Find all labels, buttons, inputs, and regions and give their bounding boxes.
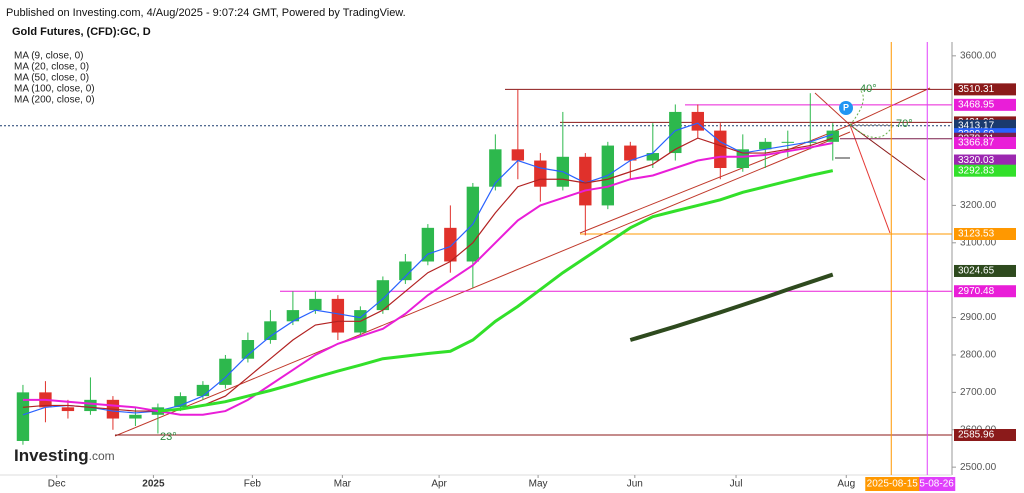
price-label: 3510.31 — [958, 84, 995, 95]
candle-body — [399, 261, 412, 281]
y-tick-label: 2700.00 — [960, 387, 997, 398]
pattern-badge-label: P — [843, 102, 849, 112]
angle-arc — [849, 124, 894, 138]
price-label: 2585.96 — [958, 430, 995, 441]
legend-entry: MA (9, close, 0) — [14, 51, 83, 62]
candle-body — [309, 298, 322, 311]
y-tick-label: 3600.00 — [960, 50, 997, 61]
x-tick-label: Jun — [627, 479, 643, 490]
x-tick-label: Dec — [48, 479, 66, 490]
legend-entry: MA (200, close, 0) — [14, 95, 95, 106]
angle-label: 23° — [160, 431, 177, 443]
price-label: 3123.53 — [958, 229, 995, 240]
date-marker-label: 2025-08-15 — [867, 479, 919, 490]
angle-arc — [849, 89, 864, 126]
fan-line — [814, 92, 851, 126]
y-tick-label: 2900.00 — [960, 312, 997, 323]
candle-body — [84, 399, 97, 412]
x-tick-label: 2025 — [142, 479, 165, 490]
y-tick-label: 2800.00 — [960, 350, 997, 361]
candle-body — [781, 141, 794, 143]
legend-entry: MA (100, close, 0) — [14, 84, 95, 95]
candle-body — [16, 392, 30, 441]
x-tick-label: May — [529, 479, 548, 490]
price-label-box — [954, 264, 1016, 277]
price-label-box — [954, 285, 1016, 298]
angle-label: 40° — [860, 83, 877, 95]
candle-body — [691, 111, 704, 131]
price-label: 2970.48 — [958, 286, 995, 297]
candle-body — [264, 321, 277, 341]
candle-body — [736, 149, 749, 169]
angle-label: 70° — [896, 118, 913, 130]
price-label: 3366.87 — [958, 138, 995, 149]
y-tick-label: 3100.00 — [960, 237, 997, 248]
date-marker-label: 2025-08-26 — [903, 479, 955, 490]
logo: Investing.com — [14, 446, 115, 465]
candle-body — [759, 141, 772, 150]
pattern-badge — [839, 101, 853, 115]
x-tick-label: Jul — [730, 479, 743, 490]
x-tick-label: Mar — [334, 479, 352, 490]
x-tick-label: Apr — [431, 479, 447, 490]
candle-body — [669, 111, 682, 154]
ma-line — [629, 272, 834, 342]
date-marker-box — [865, 477, 920, 491]
candle-body — [376, 280, 390, 311]
candle-body — [714, 130, 727, 169]
fan-line — [849, 87, 931, 126]
price-label-box — [954, 137, 1016, 150]
price-label-box — [954, 98, 1016, 111]
price-label: 3468.95 — [958, 99, 995, 110]
y-tick-label: 3200.00 — [960, 200, 997, 211]
fan-line — [849, 124, 926, 181]
candle-body — [286, 310, 300, 322]
candle-body — [219, 358, 232, 385]
price-label-box — [954, 227, 1016, 240]
candle-body — [624, 145, 637, 161]
fan-line — [849, 124, 891, 234]
candle-body — [579, 156, 592, 206]
candle-body — [826, 130, 839, 142]
published-text: Published on Investing.com, 4/Aug/2025 -… — [6, 7, 406, 19]
candle-body — [421, 227, 435, 262]
legend-entry: MA (20, close, 0) — [14, 62, 89, 73]
candle-body — [174, 396, 187, 408]
price-label: 3320.03 — [958, 155, 995, 166]
price-label: 3413.17 — [958, 120, 995, 131]
symbol-title: Gold Futures, (CFD):GC, D — [12, 26, 151, 38]
candle-body — [331, 298, 345, 333]
x-tick-label: Aug — [837, 479, 855, 490]
candle-body — [241, 340, 255, 359]
x-tick-label: Feb — [244, 479, 262, 490]
price-label-box — [954, 154, 1016, 167]
candle-body — [489, 149, 502, 187]
price-label-box — [954, 83, 1016, 96]
candle-body — [61, 407, 75, 412]
logo-name: Investing — [14, 446, 89, 465]
candle-body — [646, 153, 659, 161]
logo-suffix: .com — [89, 449, 115, 463]
candle-body — [511, 149, 525, 161]
candle-body — [534, 160, 547, 187]
price-label-box — [954, 164, 1016, 177]
candle-body — [196, 384, 210, 397]
price-label-box — [954, 429, 1016, 442]
candle-body — [444, 227, 457, 262]
price-label: 3292.83 — [958, 165, 995, 176]
ma-line — [157, 169, 834, 413]
candle-body — [129, 414, 142, 419]
y-tick-label: 2500.00 — [960, 462, 997, 473]
legend-entry: MA (50, close, 0) — [14, 73, 89, 84]
price-label: 3024.65 — [958, 266, 995, 277]
